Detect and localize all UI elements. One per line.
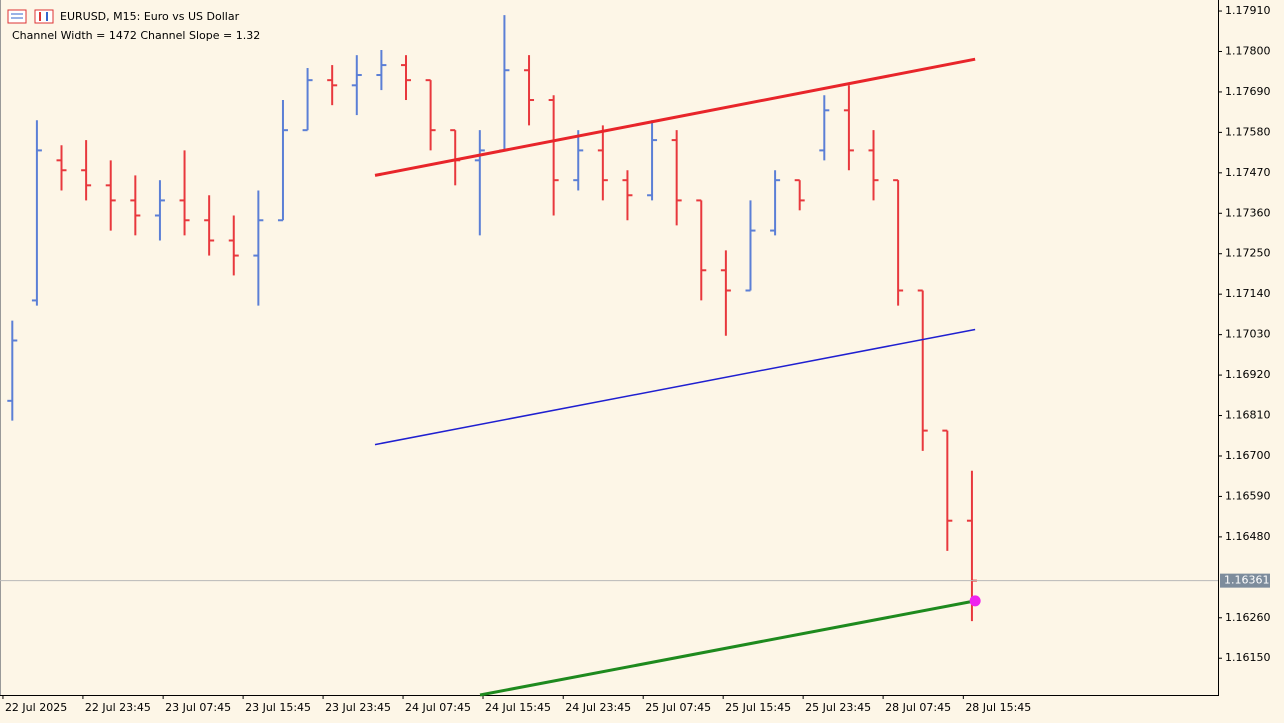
icon xyxy=(7,9,27,24)
x-tick-label: 24 Jul 07:45 xyxy=(405,701,471,714)
marker xyxy=(969,595,981,607)
current-price-box xyxy=(1220,573,1270,588)
x-tick-label: 25 Jul 15:45 xyxy=(725,701,791,714)
x-tick-label: 28 Jul 15:45 xyxy=(965,701,1031,714)
x-tick-label: 23 Jul 23:45 xyxy=(325,701,391,714)
x-tick-label: 23 Jul 15:45 xyxy=(245,701,311,714)
y-tick-label: 1.16150 xyxy=(1225,651,1271,664)
channel-line xyxy=(374,328,976,446)
x-tick-label: 25 Jul 07:45 xyxy=(645,701,711,714)
y-tick-label: 1.17470 xyxy=(1225,166,1271,179)
y-tick-label: 1.17250 xyxy=(1225,247,1271,260)
x-tick-label: 22 Jul 2025 xyxy=(5,701,67,714)
channel-line xyxy=(374,57,976,177)
x-tick-label: 23 Jul 07:45 xyxy=(165,701,231,714)
x-tick-label: 25 Jul 23:45 xyxy=(805,701,871,714)
y-tick-label: 1.16480 xyxy=(1225,530,1271,543)
chart-title: EURUSD, M15: Euro vs US Dollar xyxy=(60,10,240,23)
x-tick-label: 28 Jul 07:45 xyxy=(885,701,951,714)
x-tick-label: 24 Jul 15:45 xyxy=(485,701,551,714)
y-tick-label: 1.16810 xyxy=(1225,409,1271,422)
current-price-label: 1.16361 xyxy=(1224,574,1270,587)
channel-line xyxy=(479,599,976,697)
y-tick-label: 1.17030 xyxy=(1225,328,1271,341)
y-tick-label: 1.16260 xyxy=(1225,611,1271,624)
y-tick-label: 1.17580 xyxy=(1225,125,1271,138)
y-tick-label: 1.17800 xyxy=(1225,44,1271,57)
symbol-icons xyxy=(7,9,54,24)
y-tick-label: 1.17360 xyxy=(1225,206,1271,219)
x-tick-label: 22 Jul 23:45 xyxy=(85,701,151,714)
y-tick-label: 1.17140 xyxy=(1225,287,1271,300)
y-tick-label: 1.17910 xyxy=(1225,4,1271,17)
y-tick-label: 1.16590 xyxy=(1225,489,1271,502)
chart-subtitle: Channel Width = 1472 Channel Slope = 1.3… xyxy=(12,29,260,42)
y-tick-label: 1.16700 xyxy=(1225,449,1271,462)
x-tick-label: 24 Jul 23:45 xyxy=(565,701,631,714)
y-tick-label: 1.17690 xyxy=(1225,85,1271,98)
icon xyxy=(34,9,54,24)
y-tick-label: 1.16920 xyxy=(1225,368,1271,381)
